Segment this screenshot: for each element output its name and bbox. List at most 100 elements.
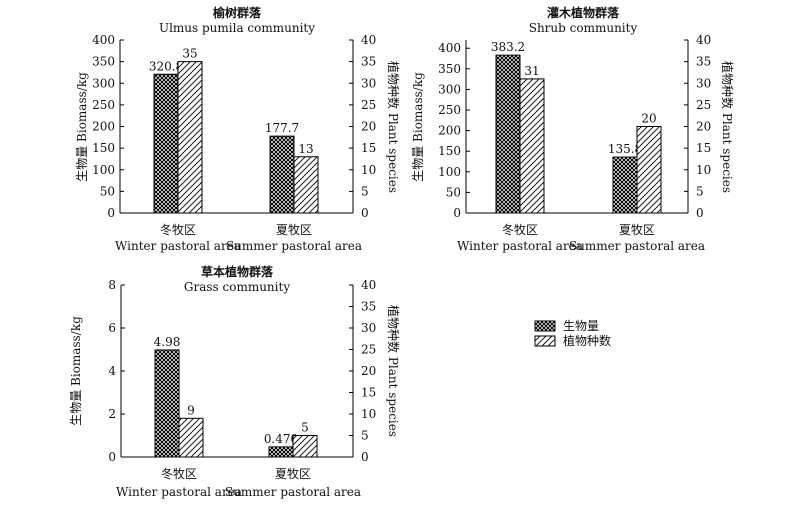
category-label-en: Summer pastoral area	[226, 239, 362, 253]
right-tick-label: 40	[361, 33, 376, 47]
bars: 320.835 177.7 13	[149, 47, 319, 214]
category-label-cn: 冬牧区	[161, 466, 197, 481]
right-tick-label: 35	[361, 300, 376, 314]
data-label: 5	[301, 421, 309, 435]
left-tick-label: 400	[438, 41, 461, 55]
chart-title-en: Shrub community	[529, 21, 638, 35]
category-label-en: Winter pastoral area	[116, 485, 242, 499]
bar-species	[178, 417, 204, 458]
data-label: 0.470	[264, 432, 298, 446]
left-tick-label: 100	[438, 165, 461, 179]
bar-species	[177, 61, 203, 214]
left-tick-label: 350	[438, 62, 461, 76]
legend-label-biomass: 生物量	[563, 319, 599, 333]
bar-species	[293, 156, 319, 214]
y-axis-right-label: 植物种数 Plant species	[386, 61, 401, 193]
left-tick-label: 150	[438, 144, 461, 158]
right-tick-label: 40	[361, 278, 376, 292]
data-label: 383.2	[491, 40, 525, 54]
right-tick-label: 35	[361, 55, 376, 69]
legend-label-species: 植物种数	[563, 333, 611, 348]
right-ticks: 0 5 10 15 20 25 30 35 40	[349, 33, 376, 220]
category-label-en: Winter pastoral area	[115, 239, 241, 253]
bar-biomass	[612, 156, 638, 214]
right-tick-label: 20	[361, 120, 376, 134]
right-tick-label: 30	[361, 76, 376, 90]
left-tick-label: 0	[453, 206, 461, 220]
right-tick-label: 15	[696, 141, 711, 155]
bar-biomass	[495, 54, 521, 214]
left-tick-label: 150	[92, 141, 115, 155]
right-tick-label: 5	[361, 184, 369, 198]
y-axis-right-label: 植物种数 Plant species	[720, 61, 735, 193]
left-tick-label: 200	[438, 124, 461, 138]
bar-biomass	[269, 135, 295, 214]
left-tick-label: 250	[92, 98, 115, 112]
data-label: 13	[298, 142, 313, 156]
category-label-cn: 夏牧区	[275, 467, 311, 481]
category-label-cn: 夏牧区	[276, 223, 312, 237]
left-ticks: 0 50 100 150 200 250 300 350 400	[92, 33, 124, 220]
data-label: 35	[182, 47, 197, 61]
right-tick-label: 25	[696, 98, 711, 112]
y-axis-right-label: 植物种数 Plant species	[386, 305, 401, 437]
category-labels: 冬牧区 Winter pastoral area 夏牧区 Summer pastora…	[457, 222, 705, 253]
panel-shrub: 灌木植物群落 Shrub community 05010015020025030…	[411, 5, 735, 253]
right-tick-label: 35	[696, 55, 711, 69]
bar-biomass	[153, 73, 179, 214]
right-tick-label: 5	[696, 184, 704, 198]
category-label-en: Winter pastoral area	[457, 239, 583, 253]
left-tick-label: 200	[92, 120, 115, 134]
left-tick-label: 400	[92, 33, 115, 47]
right-tick-label: 30	[696, 76, 711, 90]
right-tick-label: 0	[361, 206, 369, 220]
right-tick-label: 10	[361, 163, 376, 177]
right-tick-label: 20	[361, 364, 376, 378]
category-label-cn: 夏牧区	[619, 223, 655, 237]
left-tick-label: 100	[92, 163, 115, 177]
legend-swatch-biomass	[534, 320, 556, 332]
right-tick-label: 10	[361, 407, 376, 421]
right-ticks: 0 5 10 15 20 25 30 35 40	[684, 33, 711, 220]
data-label: 9	[187, 403, 195, 417]
category-label-cn: 冬牧区	[160, 222, 196, 237]
right-tick-label: 25	[361, 343, 376, 357]
left-tick-label: 2	[108, 407, 116, 421]
bar-biomass	[268, 446, 294, 458]
left-tick-label: 8	[108, 278, 116, 292]
left-ticks: 0 50 100 150 200 250 300 350 400	[438, 41, 470, 220]
right-ticks: 0 5 10 15 20 25 30 35 40	[349, 278, 376, 464]
left-tick-label: 300	[92, 76, 115, 90]
right-tick-label: 30	[361, 321, 376, 335]
data-label: 135.8	[608, 142, 642, 156]
bar-species	[292, 435, 318, 458]
category-label-en: Summer pastoral area	[225, 485, 361, 499]
bar-species	[636, 126, 662, 214]
left-tick-label: 0	[108, 450, 116, 464]
right-tick-label: 15	[361, 386, 376, 400]
data-label: 177.7	[265, 121, 299, 135]
left-tick-label: 250	[438, 103, 461, 117]
right-tick-label: 40	[696, 33, 711, 47]
right-tick-label: 25	[361, 98, 376, 112]
left-tick-label: 0	[107, 206, 115, 220]
left-tick-label: 50	[100, 184, 115, 198]
category-labels: 冬牧区 Winter pastoral area 夏牧区 Summer pastora…	[115, 222, 362, 253]
category-label-en: Summer pastoral area	[569, 239, 705, 253]
category-labels: 冬牧区 Winter pastoral area 夏牧区 Summer pastora…	[116, 466, 361, 499]
left-tick-label: 350	[92, 55, 115, 69]
bars: 383.2 31 135.8 20	[491, 40, 662, 214]
category-label-cn: 冬牧区	[502, 222, 538, 237]
chart-title-en: Grass community	[184, 280, 290, 294]
data-label: 320.8	[149, 59, 183, 73]
data-label: 20	[641, 112, 656, 126]
data-label: 4.98	[154, 335, 181, 349]
panel-ulmus: 榆树群落 Ulmus pumila community 050100150200…	[75, 5, 401, 253]
left-ticks: 0 2 4 6 8	[108, 278, 125, 464]
right-tick-label: 15	[361, 141, 376, 155]
left-tick-label: 4	[108, 364, 116, 378]
right-tick-label: 0	[361, 450, 369, 464]
chart-title-cn: 草本植物群落	[201, 264, 274, 279]
